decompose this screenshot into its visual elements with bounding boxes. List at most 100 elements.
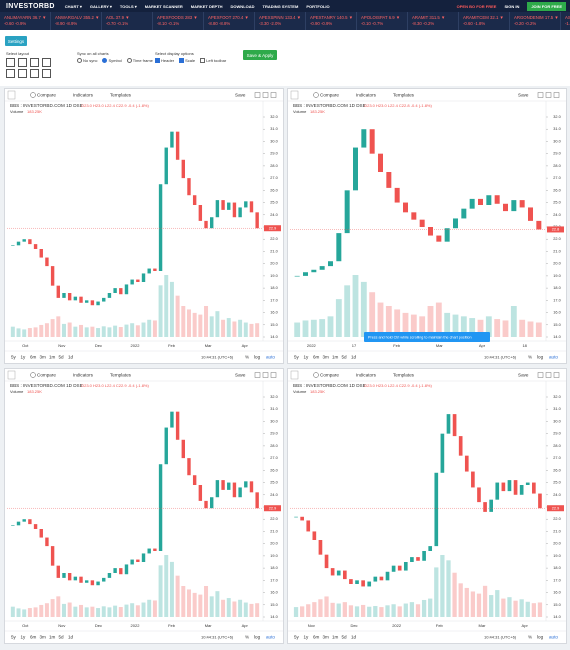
compare-icon[interactable] xyxy=(313,372,319,378)
range-button[interactable]: 1y xyxy=(21,635,27,640)
range-button[interactable]: 1y xyxy=(304,355,310,360)
toolbar-icon[interactable] xyxy=(254,372,261,378)
range-button[interactable]: 5y xyxy=(11,355,17,360)
templates-button[interactable]: Templates xyxy=(110,93,132,98)
compare-button[interactable]: Compare xyxy=(320,373,339,378)
layout-option[interactable] xyxy=(18,58,27,67)
range-button[interactable]: 5y xyxy=(294,355,300,360)
toolbar-icon[interactable] xyxy=(553,372,560,378)
auto-toggle[interactable]: auto xyxy=(549,355,558,360)
save-button[interactable]: Save xyxy=(518,93,529,98)
layout-option[interactable] xyxy=(30,58,39,67)
checkbox[interactable] xyxy=(200,58,206,63)
layout-option[interactable] xyxy=(6,58,15,67)
templates-button[interactable]: Templates xyxy=(393,373,415,378)
log-toggle[interactable]: log xyxy=(254,635,261,640)
sign-in-link[interactable]: SIGN IN xyxy=(504,3,520,9)
toolbar-icon[interactable] xyxy=(545,92,552,98)
range-button[interactable]: 1d xyxy=(351,635,357,640)
ticker-item[interactable]: APEXFOOT 270.4 ▼ -8.80 -8.8% xyxy=(204,12,255,30)
open-bo-link[interactable]: OPEN BO FOR FREE xyxy=(456,3,497,9)
join-button[interactable]: JOIN FOR FREE xyxy=(527,1,566,11)
range-button[interactable]: 1d xyxy=(68,635,74,640)
save-button[interactable]: Save xyxy=(518,373,529,378)
ticker-item[interactable]: ASIAINS 77.1 ▼-1.40 -1.7% xyxy=(561,12,570,30)
range-button[interactable]: 5y xyxy=(294,635,300,640)
menu-item[interactable]: PORTFOLIO xyxy=(306,3,330,9)
toolbar-icon[interactable] xyxy=(270,372,277,378)
menu-item[interactable]: TOOLS ▾ xyxy=(119,3,137,9)
compare-button[interactable]: Compare xyxy=(37,93,56,98)
indicators-button[interactable]: Indicators xyxy=(73,373,94,378)
range-button[interactable]: 1y xyxy=(21,355,27,360)
range-button[interactable]: 5d xyxy=(342,355,348,360)
menu-item[interactable]: MARKET SCANNER xyxy=(144,3,183,9)
save-button[interactable]: Save xyxy=(235,93,246,98)
ticker-item[interactable]: APEXSPINN 133.4 ▼ -3.30 -2.0% xyxy=(255,12,306,30)
range-button[interactable]: 5y xyxy=(11,635,17,640)
range-button[interactable]: 1m xyxy=(332,355,339,360)
symbol-button[interactable] xyxy=(290,90,299,100)
save-button[interactable]: Save xyxy=(235,373,246,378)
templates-button[interactable]: Templates xyxy=(110,373,132,378)
checkbox[interactable] xyxy=(179,58,185,63)
log-toggle[interactable]: log xyxy=(537,355,544,360)
ticker-item[interactable]: ARAMITCEM 32.1 ▼ -0.60 -1.8% xyxy=(459,12,510,30)
menu-item[interactable]: DOWNLOAD xyxy=(230,3,255,9)
indicators-button[interactable]: Indicators xyxy=(356,93,377,98)
menu-item[interactable]: MARKET DEPTH xyxy=(190,3,223,9)
range-button[interactable]: 1m xyxy=(332,635,339,640)
save-apply-button[interactable]: Save & Apply xyxy=(243,50,277,60)
range-button[interactable]: 3m xyxy=(323,355,330,360)
toolbar-icon[interactable] xyxy=(537,372,544,378)
ticker-item[interactable]: ARGONDENIM 17.5 ▼ -0.20 -0.2% xyxy=(510,12,561,30)
radio[interactable] xyxy=(77,58,82,63)
range-button[interactable]: 1m xyxy=(49,635,56,640)
checkbox[interactable] xyxy=(155,58,160,63)
range-button[interactable]: 6m xyxy=(313,635,320,640)
compare-icon[interactable] xyxy=(30,92,36,98)
compare-button[interactable]: Compare xyxy=(320,93,339,98)
range-button[interactable]: 3m xyxy=(40,355,47,360)
layout-option[interactable] xyxy=(30,69,39,78)
menu-item[interactable]: TRADING SYSTEM xyxy=(262,3,299,9)
log-toggle[interactable]: log xyxy=(537,635,544,640)
auto-toggle[interactable]: auto xyxy=(549,635,558,640)
layout-option[interactable] xyxy=(42,69,51,78)
ticker-item[interactable]: APOLOISPAT 6.9 ▼ -0.10 -0.7% xyxy=(357,12,408,30)
ticker-item[interactable]: ANLIMAYARN 36.7 ▼ -0.60 -0.9% xyxy=(0,12,51,30)
radio[interactable] xyxy=(102,58,108,63)
ticker-item[interactable]: ARAMIT 311.5 ▼ -8.30 -0.2% xyxy=(408,12,459,30)
logo[interactable]: INVESTORBD xyxy=(6,2,55,10)
toolbar-icon[interactable] xyxy=(537,92,544,98)
range-button[interactable]: 5d xyxy=(59,635,65,640)
ticker-item[interactable]: ANWARGALV 355.2 ▼ -8.90 -8.9% xyxy=(51,12,102,30)
menu-item[interactable]: CHART ▾ xyxy=(64,3,82,9)
range-button[interactable]: 3m xyxy=(40,635,47,640)
ticker-item[interactable]: APEXTANRY 140.5 ▼ -0.90 -0.9% xyxy=(306,12,357,30)
log-toggle[interactable]: log xyxy=(254,355,261,360)
symbol-button[interactable] xyxy=(290,370,299,380)
auto-toggle[interactable]: auto xyxy=(266,635,275,640)
auto-toggle[interactable]: auto xyxy=(266,355,275,360)
range-button[interactable]: 5d xyxy=(59,355,65,360)
toolbar-icon[interactable] xyxy=(270,92,277,98)
percent-toggle[interactable]: % xyxy=(245,635,249,640)
range-button[interactable]: 1d xyxy=(351,355,357,360)
toolbar-icon[interactable] xyxy=(545,372,552,378)
range-button[interactable]: 1d xyxy=(68,355,74,360)
toolbar-icon[interactable] xyxy=(254,92,261,98)
layout-option[interactable] xyxy=(6,69,15,78)
toolbar-icon[interactable] xyxy=(262,372,269,378)
percent-toggle[interactable]: % xyxy=(245,355,249,360)
symbol-button[interactable] xyxy=(7,90,16,100)
range-button[interactable]: 1y xyxy=(304,635,310,640)
layout-option[interactable] xyxy=(18,69,27,78)
symbol-button[interactable] xyxy=(7,370,16,380)
compare-button[interactable]: Compare xyxy=(37,373,56,378)
toolbar-icon[interactable] xyxy=(262,92,269,98)
compare-icon[interactable] xyxy=(30,372,36,378)
layout-option[interactable] xyxy=(42,58,51,67)
indicators-button[interactable]: Indicators xyxy=(356,373,377,378)
ticker-item[interactable]: APEXFOODS 283 ▼ -8.10 -0.1% xyxy=(153,12,204,30)
